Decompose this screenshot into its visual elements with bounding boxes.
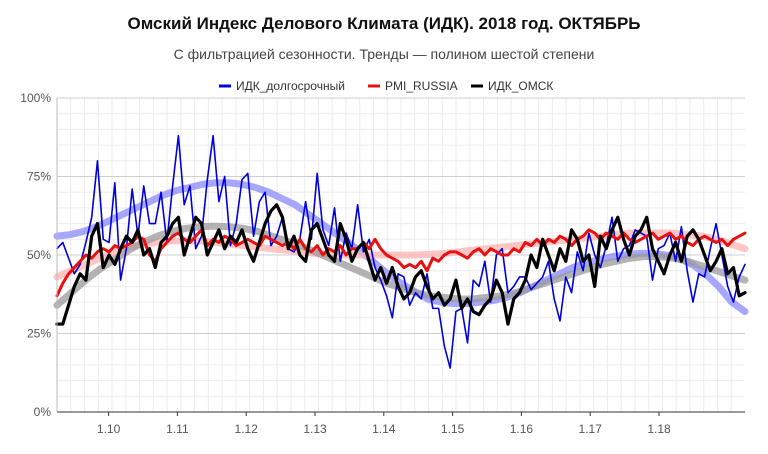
x-tick-label: 1.13 [303,422,327,436]
y-tick-label: 25% [27,327,51,341]
y-tick-label: 0% [34,405,52,419]
trend-line [53,229,749,281]
legend: ИДК_долгосрочный PMI_RUSSIA ИДК_ОМСК [219,79,553,93]
x-tick-label: 1.10 [97,422,121,436]
series-lines [55,134,747,369]
x-tick-label: 1.18 [647,422,671,436]
chart-subtitle: С фильтрацией сезонности. Тренды — полин… [173,46,595,62]
chart-title: Омский Индекс Делового Климата (ИДК). 20… [127,14,641,33]
legend-label: ИДК_ОМСК [488,79,553,93]
legend-label: ИДК_долгосрочный [236,79,345,93]
x-tick-label: 1.15 [441,422,465,436]
x-tick-label: 1.14 [372,422,396,436]
series-line [55,228,747,298]
x-tick-label: 1.16 [510,422,534,436]
axes: 0% 25% 50% 75% 100% 1.10 1.11 1.12 1.13 1.14 1.15 1… [20,91,745,436]
series-line [56,134,746,369]
trend-line [53,222,749,309]
x-tick-label: 1.17 [579,422,603,436]
x-tick-label: 1.12 [235,422,259,436]
y-tick-label: 75% [27,170,51,184]
y-tick-label: 50% [27,248,51,262]
series-line [55,203,747,326]
legend-label: PMI_RUSSIA [385,79,458,93]
y-tick-label: 100% [20,91,51,105]
x-tick-label: 1.11 [166,422,189,436]
